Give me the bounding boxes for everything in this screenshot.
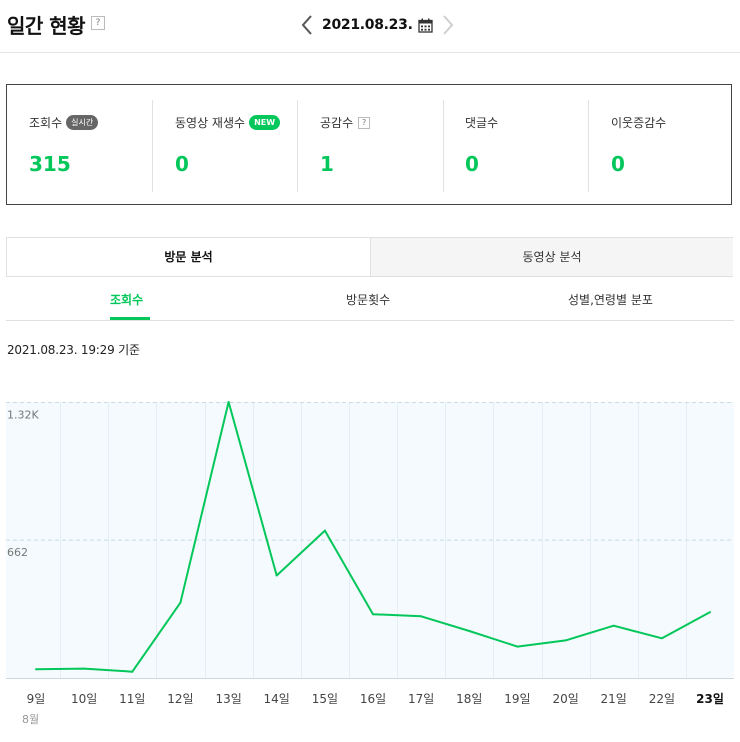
x-tick-label: 22일 [649,692,675,706]
stat-value: 1 [320,152,334,176]
calendar-icon[interactable] [417,18,433,33]
chevron-left-icon[interactable] [300,13,314,37]
x-tick-label: 23일 [696,692,724,706]
x-tick-label: 19일 [504,692,530,706]
data-point [660,637,663,640]
divider [443,100,444,192]
summary-stats: 조회수 실시간 315 동영상 재생수 NEW 0 공감수 ? 1 댓글수 0 … [6,84,732,205]
analysis-tabs: 방문 분석 동영상 분석 [6,237,733,277]
chevron-right-icon[interactable] [441,13,455,37]
data-point [323,529,326,532]
subtab-visits[interactable]: 방문횟수 [346,293,391,307]
data-point [227,401,230,403]
data-point [275,574,278,577]
x-tick-label: 21일 [601,692,627,706]
y-tick-label: 662 [7,546,28,559]
x-tick-label: 12일 [167,692,193,706]
x-tick-label: 14일 [264,692,290,706]
help-icon[interactable]: ? [358,116,371,129]
stat-value: 0 [611,152,625,176]
data-point [179,601,182,604]
subtab-gender-age[interactable]: 성별,연령별 분포 [568,293,653,307]
tab-video-analysis[interactable]: 동영상 분석 [370,238,733,276]
data-timestamp: 2021.08.23. 19:29 기준 [7,343,140,357]
x-tick-label: 17일 [408,692,434,706]
data-point [564,639,567,642]
x-tick-label: 18일 [456,692,482,706]
stat-label: 조회수 [29,116,63,130]
divider [588,100,589,192]
date-navigator: 2021.08.23. [300,12,455,38]
data-point [420,615,423,618]
stat-value: 0 [465,152,479,176]
subtab-views[interactable]: 조회수 [110,293,144,307]
views-line-chart: 1.32K 662 9일 10일 11일 12일 13일 14일 15일 16일 17일 18일 19… [6,401,734,726]
divider [152,100,153,192]
data-point [468,630,471,632]
data-point [131,670,134,673]
data-point [35,668,37,671]
data-point [83,667,86,670]
tab-visit-analysis[interactable]: 방문 분석 [7,238,370,276]
stat-value: 315 [29,152,71,176]
stat-label: 동영상 재생수 [175,116,246,130]
metric-subtabs: 조회수 방문횟수 성별,연령별 분포 [6,282,734,321]
x-tick-label: 10일 [71,692,97,706]
month-label: 8월 [22,713,39,726]
current-date: 2021.08.23. [322,17,413,33]
data-point [709,611,711,614]
active-subtab-indicator [110,317,150,320]
new-badge: NEW [249,115,281,130]
stat-value: 0 [175,152,189,176]
x-tick-label: 15일 [312,692,338,706]
x-tick-label: 16일 [360,692,386,706]
page-title: 일간 현황 [7,14,86,38]
stat-label: 댓글수 [465,116,499,130]
data-point [612,624,615,627]
realtime-badge: 실시간 [66,115,99,130]
data-point [372,613,374,616]
stat-label: 이웃증감수 [611,116,667,130]
divider [297,100,298,192]
x-tick-label: 20일 [552,692,578,706]
help-icon[interactable]: ? [91,16,105,30]
x-tick-label: 9일 [27,692,46,706]
header: 일간 현황 ? 2021.08.23. [0,0,740,53]
data-point [516,645,519,648]
y-tick-label: 1.32K [7,409,39,422]
stat-label: 공감수 [320,116,354,130]
x-tick-label: 13일 [215,692,241,706]
x-tick-label: 11일 [119,692,145,706]
